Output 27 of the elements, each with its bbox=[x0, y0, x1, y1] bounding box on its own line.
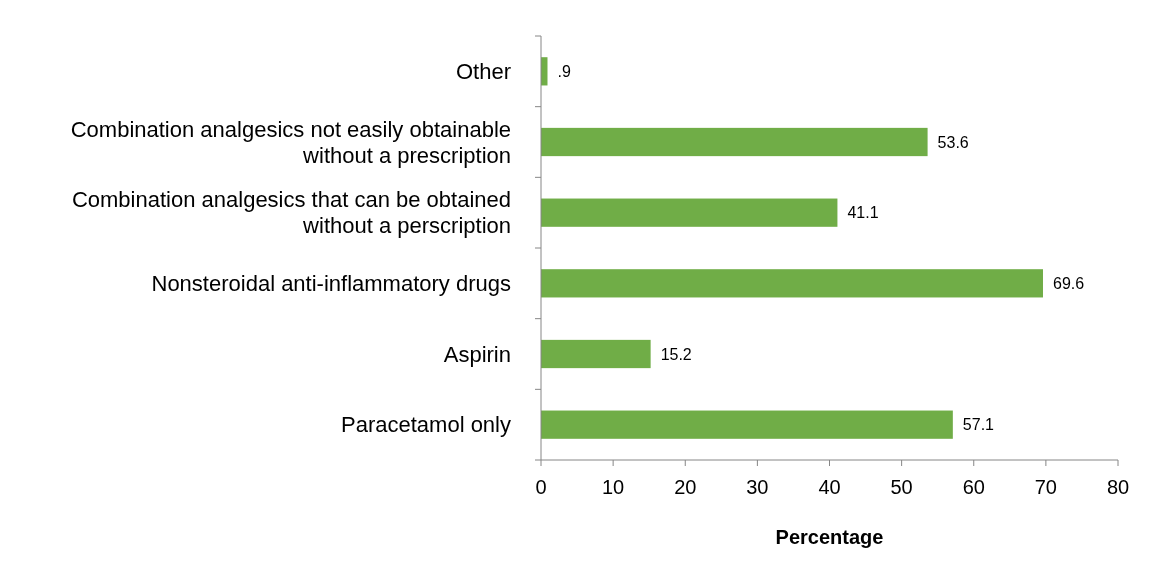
bar bbox=[541, 269, 1043, 298]
x-tick-label: 10 bbox=[602, 476, 625, 498]
x-tick-label: 20 bbox=[674, 476, 697, 498]
data-label: 53.6 bbox=[937, 133, 969, 151]
y-tick-label: Paracetamol only bbox=[341, 412, 511, 438]
x-tick-label: 40 bbox=[818, 476, 841, 498]
data-label: 41.1 bbox=[847, 204, 879, 222]
y-tick-label: Other bbox=[455, 59, 511, 85]
x-tick-label: 0 bbox=[535, 476, 547, 498]
y-tick-label: Nonsteroidal anti-inflammatory drugs bbox=[151, 271, 511, 297]
x-axis-title: Percentage bbox=[775, 526, 884, 548]
bar bbox=[541, 198, 838, 227]
x-tick-label: 60 bbox=[962, 476, 985, 498]
y-tick-label: Combination analgesics that can be obtained without a perscription bbox=[71, 187, 511, 239]
x-tick-label: 30 bbox=[746, 476, 769, 498]
y-tick-label: Aspirin bbox=[443, 341, 511, 367]
data-label: 69.6 bbox=[1052, 274, 1085, 292]
bar bbox=[541, 127, 928, 157]
bar bbox=[541, 339, 651, 369]
data-label: 15.2 bbox=[660, 345, 692, 363]
y-tick-label: Combination analgesics not easily obtainable without a prescription bbox=[70, 116, 511, 168]
x-tick-label: 50 bbox=[890, 476, 913, 498]
data-label: .9 bbox=[557, 62, 571, 80]
x-tick-label: 70 bbox=[1034, 476, 1057, 498]
data-label: 57.1 bbox=[962, 416, 995, 434]
x-tick-label: 80 bbox=[1106, 476, 1130, 498]
bar bbox=[541, 410, 953, 439]
